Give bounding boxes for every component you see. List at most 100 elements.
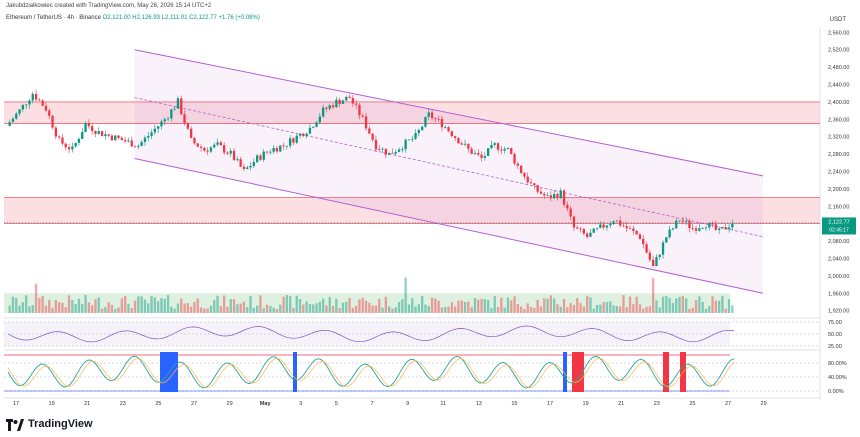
currency-label: USDT <box>829 17 846 23</box>
candle-body <box>54 127 58 137</box>
x-tick-label: 7 <box>370 401 373 407</box>
candle-body <box>186 123 190 129</box>
volume-bar <box>430 297 434 313</box>
candle-body <box>543 193 546 196</box>
candle-body <box>632 228 635 231</box>
x-tick-label: 13 <box>476 401 482 407</box>
candle-body <box>61 137 64 144</box>
volume-bar <box>569 303 572 313</box>
candle-body <box>282 145 285 147</box>
x-tick-label: May <box>260 401 272 407</box>
candle-body <box>655 256 658 267</box>
volume-bar <box>189 306 193 313</box>
x-tick-label: 17 <box>547 401 553 407</box>
volume-bar <box>437 300 440 313</box>
candle-body <box>628 228 632 230</box>
candle-body <box>209 147 213 152</box>
y-tick-label: 2,280.00 <box>828 152 849 158</box>
volume-bar <box>632 304 635 313</box>
candle-body <box>143 137 147 142</box>
volume-bar <box>295 295 298 313</box>
volume-bar <box>368 302 371 313</box>
volume-bar <box>401 299 404 313</box>
volume-bar <box>688 308 691 313</box>
volume-bar <box>701 301 704 313</box>
volume-bar <box>100 308 104 313</box>
volume-bar <box>533 308 536 313</box>
candle-body <box>684 220 688 222</box>
candle-body <box>618 220 622 226</box>
volume-bar <box>196 298 199 313</box>
x-tick-label: 25 <box>689 401 695 407</box>
candle-body <box>394 151 397 154</box>
candle-body <box>562 190 566 205</box>
volume-bar <box>206 308 209 313</box>
x-tick-label: 19 <box>49 401 55 407</box>
candle-body <box>668 229 671 238</box>
volume-bar <box>8 305 11 313</box>
candle-body <box>642 238 645 245</box>
x-tick-label: 27 <box>191 401 197 407</box>
volume-bar <box>609 301 612 313</box>
volume-bar <box>378 298 381 313</box>
candle-body <box>298 133 302 136</box>
volume-bar <box>348 297 351 313</box>
volume-bar <box>694 300 698 313</box>
candle-body <box>569 208 572 217</box>
volume-bar <box>84 295 87 313</box>
candle-body <box>717 228 721 230</box>
candle-body <box>661 242 665 255</box>
candle-body <box>450 131 454 137</box>
candle-body <box>67 147 71 150</box>
volume-bar <box>160 298 163 313</box>
candle-body <box>368 128 371 134</box>
y-tick-label: 2,440.00 <box>828 83 849 89</box>
candle-body <box>226 152 229 154</box>
candle-body <box>15 113 18 119</box>
volume-bar <box>424 304 427 313</box>
candle-body <box>84 122 87 133</box>
volume-bar <box>420 296 424 313</box>
last-price-value: 2,122.77 <box>828 219 849 225</box>
volume-bar <box>170 306 173 313</box>
y-tick-label: 2,520.00 <box>828 48 849 54</box>
candle-body <box>576 227 579 229</box>
candle-body <box>526 176 529 183</box>
symbol-title[interactable]: Ethereum / TetherUS · 4h · Binance <box>6 15 101 21</box>
volume-bar <box>500 297 503 313</box>
x-tick-label: 19 <box>583 401 589 407</box>
candle-body <box>582 229 586 234</box>
candle-body <box>463 143 467 145</box>
candle-body <box>437 118 440 120</box>
channel-fill <box>134 49 763 294</box>
candle-body <box>183 114 186 124</box>
candle-body <box>213 144 216 148</box>
volume-bar <box>675 298 678 313</box>
candle-body <box>275 147 279 152</box>
volume-bar <box>592 308 595 313</box>
volume-bar <box>351 307 355 313</box>
candle-body <box>305 133 308 137</box>
candle-body <box>246 167 249 169</box>
y-tick-label: 2,480.00 <box>828 65 849 71</box>
candle-body <box>354 103 358 105</box>
candle-body <box>71 146 74 150</box>
volume-bar <box>582 306 586 313</box>
stoch-axis-label: 40.00% <box>828 375 847 381</box>
candle-body <box>216 142 219 145</box>
volume-bar <box>104 306 107 313</box>
candle-body <box>645 244 648 253</box>
volume-bar <box>318 301 322 313</box>
candle-body <box>160 121 163 127</box>
y-tick-label: 2,160.00 <box>828 204 849 210</box>
volume-bar <box>354 305 358 313</box>
candle-body <box>444 127 447 128</box>
candle-body <box>249 165 252 168</box>
candle-body <box>348 96 351 99</box>
candle-body <box>371 133 374 140</box>
candle-body <box>262 151 265 160</box>
candle-body <box>269 151 272 153</box>
volume-bar <box>559 306 562 313</box>
candle-body <box>51 115 54 128</box>
